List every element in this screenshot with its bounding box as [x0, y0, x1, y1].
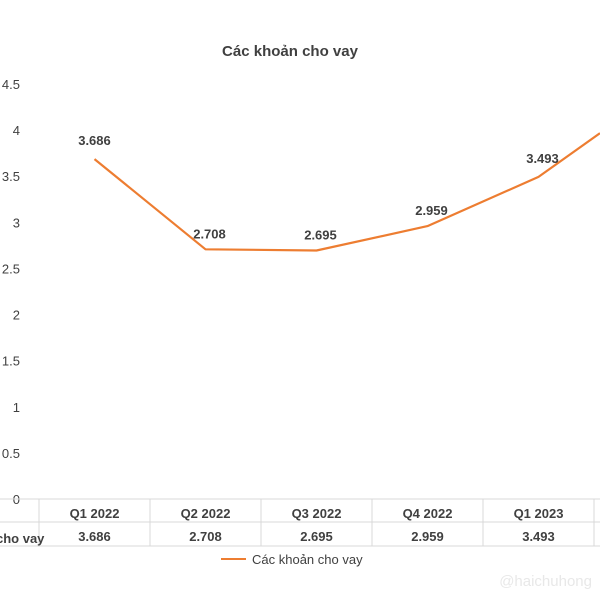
legend-label: Các khoản cho vay: [252, 552, 363, 567]
data-label: 3.686: [78, 133, 111, 148]
watermark-text: @haichuhong: [499, 573, 592, 590]
table-value-cell: 2.695: [300, 529, 333, 544]
table-value-cell: 3.686: [78, 529, 111, 544]
table-value-cell: 2.708: [189, 529, 222, 544]
y-tick-label: 4.5: [2, 77, 20, 92]
x-category-label: Q3 2022: [292, 506, 342, 521]
data-label: 2.695: [304, 227, 337, 242]
data-label: 2.708: [193, 226, 226, 241]
table-row-label: cho vay: [0, 531, 45, 546]
table-value-cell: 3.493: [522, 529, 555, 544]
data-label: 3.493: [526, 151, 559, 166]
y-tick-label: 2: [13, 308, 20, 323]
table-value-cell: 2.959: [411, 529, 444, 544]
x-category-label: Q1 2022: [70, 506, 120, 521]
series-line: [93, 132, 600, 252]
y-tick-label: 2.5: [2, 261, 20, 276]
x-category-label: Q2 2022: [181, 506, 231, 521]
x-category-label: Q1 2023: [514, 506, 564, 521]
y-tick-label: 3: [13, 215, 20, 230]
y-tick-label: 1: [13, 400, 20, 415]
chart-title: Các khoản cho vay: [222, 43, 359, 60]
y-tick-label: 4: [13, 123, 20, 138]
y-tick-label: 1.5: [2, 354, 20, 369]
y-tick-label: 0.5: [2, 446, 20, 461]
data-label: 2.959: [415, 203, 448, 218]
x-category-label: Q4 2022: [403, 506, 453, 521]
y-tick-label: 3.5: [2, 169, 20, 184]
